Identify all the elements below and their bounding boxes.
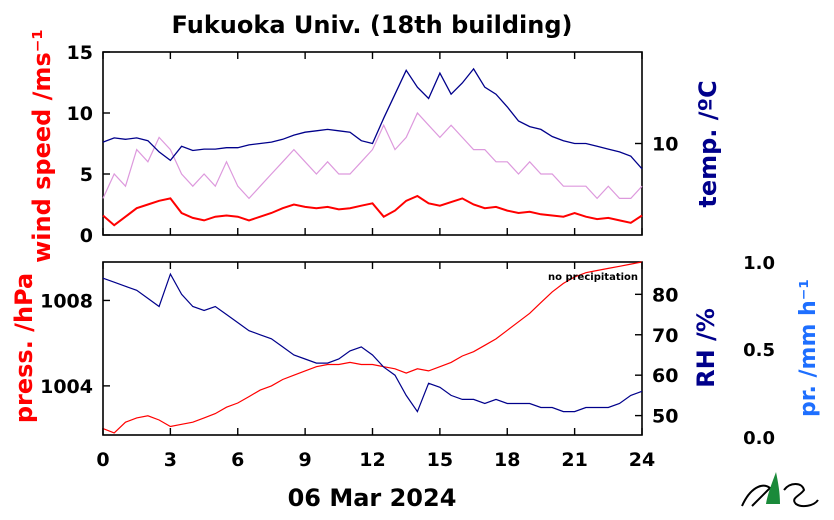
pressure-rh-panel-frame bbox=[102, 261, 643, 436]
xtick-label: 21 bbox=[561, 449, 587, 471]
xtick-label: 12 bbox=[359, 449, 385, 471]
precip-tick-label: 0.0 bbox=[743, 428, 775, 449]
wind-temp-series bbox=[102, 67, 643, 227]
pressure-line bbox=[102, 261, 643, 434]
temperature-axis-label: temp. /ºC bbox=[694, 80, 722, 207]
wind-ytick-label: 10 bbox=[67, 103, 93, 125]
xtick-label: 9 bbox=[299, 449, 312, 471]
precip-tick-label: 1.0 bbox=[743, 253, 775, 274]
wind-ytick-label: 0 bbox=[80, 225, 93, 247]
rh-axis-label: RH /% bbox=[692, 308, 720, 388]
axes-group: 0 5 10 15 10 1004 1008 50 60 70 80 0.0 0.5 1.0 0 3 6 9 12 1… bbox=[40, 42, 775, 471]
temp-ytick-label: 10 bbox=[652, 134, 678, 156]
xtick-label: 18 bbox=[494, 449, 520, 471]
pressure-axis-label: press. /hPa bbox=[10, 273, 38, 423]
wind-ytick-label: 15 bbox=[67, 42, 93, 64]
wind-mean-line bbox=[102, 194, 643, 227]
date-label: 06 Mar 2024 bbox=[288, 484, 457, 512]
xtick-label: 0 bbox=[96, 449, 109, 471]
institution-logo bbox=[741, 472, 819, 508]
rh-ytick-label: 80 bbox=[652, 284, 678, 306]
no-precipitation-note: no precipitation bbox=[548, 272, 638, 283]
precip-tick-label: 0.5 bbox=[743, 340, 775, 361]
rh-line bbox=[102, 272, 643, 413]
chart-title: Fukuoka Univ. (18th building) bbox=[172, 11, 573, 39]
wind-speed-axis-label: wind speed /ms⁻¹ bbox=[28, 29, 56, 263]
temperature-line bbox=[102, 67, 643, 170]
rh-ytick-label: 50 bbox=[652, 406, 678, 428]
precipitation-axis-label: pr. /mm h⁻¹ bbox=[796, 279, 821, 417]
rh-ytick-label: 70 bbox=[652, 325, 678, 347]
xtick-label: 24 bbox=[629, 449, 655, 471]
rh-ytick-label: 60 bbox=[652, 365, 678, 387]
pressure-ytick-label: 1004 bbox=[40, 376, 93, 398]
xtick-label: 6 bbox=[231, 449, 244, 471]
xtick-label: 3 bbox=[164, 449, 177, 471]
pressure-ytick-label: 1008 bbox=[40, 290, 93, 312]
wind-gust-line bbox=[102, 111, 643, 200]
wind-ytick-label: 5 bbox=[80, 164, 93, 186]
xtick-label: 15 bbox=[427, 449, 453, 471]
pressure-rh-series bbox=[102, 261, 643, 434]
